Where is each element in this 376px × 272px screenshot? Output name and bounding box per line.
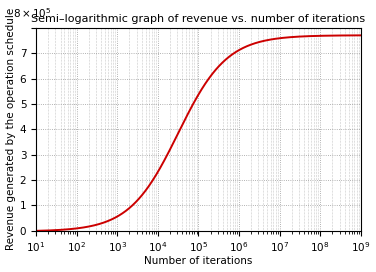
X-axis label: Number of iterations: Number of iterations [144,256,253,267]
Text: $8\times10^5$: $8\times10^5$ [13,6,52,20]
Title: Semi–logarithmic graph of revenue vs. number of iterations: Semi–logarithmic graph of revenue vs. nu… [31,14,365,24]
Y-axis label: Revenue generated by the operation schedule: Revenue generated by the operation sched… [6,8,15,251]
